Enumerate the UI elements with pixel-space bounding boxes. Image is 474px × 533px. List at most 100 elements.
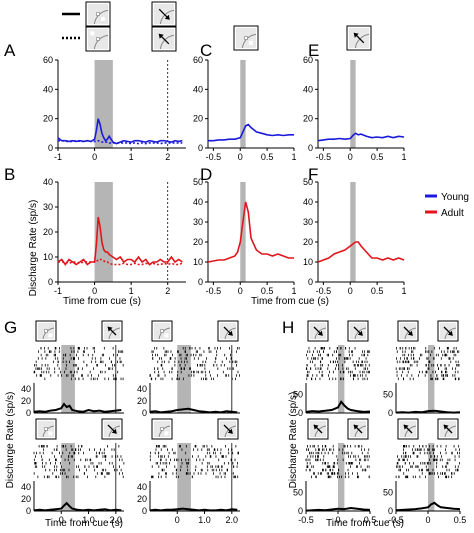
- fixation-point: [96, 12, 100, 16]
- y-axis-label-top: Discharge Rate (sp/s): [28, 200, 39, 297]
- y-tick-label: 20: [193, 114, 203, 124]
- panel-h-subplot-3: 050-0.5 0 0.5: [293, 443, 376, 525]
- x-tick-label: -0.5: [298, 515, 314, 525]
- panel-label-c: C: [200, 41, 212, 60]
- x-tick-label: 0: [92, 286, 97, 296]
- spike-density-line: [149, 407, 238, 414]
- y-tick-label: 20: [137, 396, 147, 406]
- panel-label-f: F: [308, 165, 318, 184]
- y-tick-label: 50: [293, 389, 303, 399]
- y-tick-label: 0: [48, 277, 53, 287]
- panel-h-subplot-4: 050-0.5 0 0.5: [383, 443, 466, 525]
- panel-label-h: H: [282, 318, 294, 337]
- spike-density-line: [395, 501, 461, 512]
- y-tick-label: 40: [137, 482, 147, 492]
- panel-label-g: G: [4, 318, 17, 337]
- x-tick-label: 0.5: [364, 515, 377, 525]
- y-tick-label: 60: [303, 55, 313, 65]
- cue-square: [48, 333, 53, 338]
- y-tick-label: 0: [142, 408, 147, 418]
- condition-saccade-icon: [217, 320, 239, 342]
- y-tick-label: 0: [198, 143, 203, 153]
- cue-square: [248, 40, 253, 45]
- cue-square: [90, 31, 95, 36]
- series-line-solid: [317, 241, 405, 263]
- cue-period-shading: [61, 345, 75, 413]
- y-tick-label: 0: [26, 506, 31, 516]
- y-tick-label: 40: [137, 384, 147, 394]
- series-line-solid: [57, 118, 183, 145]
- cue-condition-icon: [233, 25, 259, 51]
- x-tick-label: 1: [401, 152, 406, 162]
- y-tick-label: 0: [26, 408, 31, 418]
- saccade-arrow-head: [447, 330, 453, 336]
- fixation-point: [244, 36, 248, 40]
- x-tick-label: 2: [165, 152, 170, 162]
- x-tick-label: 1: [401, 286, 406, 296]
- condition-saccade-icon: [101, 320, 123, 342]
- panel-label-a: A: [4, 41, 16, 60]
- x-axis-label-h: Time from cue (s): [326, 518, 404, 529]
- x-tick-label: -0.5: [316, 152, 332, 162]
- cue-inside-receptive-field-icon: [85, 1, 111, 27]
- saccade-arrow-head: [107, 326, 113, 332]
- y-tick-label: 40: [303, 84, 313, 94]
- saccade-arrow-head: [403, 424, 409, 430]
- saccade-arrow-head: [111, 428, 117, 434]
- saccade-arrow-head: [158, 33, 164, 39]
- y-tick-label: 20: [21, 396, 31, 406]
- condition-cue-icon: [397, 418, 419, 440]
- saccade-toward-icon: [151, 1, 177, 27]
- x-tick-label: 1: [291, 152, 296, 162]
- panel-g-subplot-3: 0 20 40 0 1.0 2.0: [21, 443, 125, 525]
- series-line-solid: [207, 201, 294, 263]
- y-axis-label-h: Discharge Rate (sp/s): [288, 392, 299, 489]
- x-tick-label: -0.5: [206, 286, 222, 296]
- cue-period-shading: [350, 182, 356, 282]
- condition-cue-icon: [307, 418, 329, 440]
- condition-saccade-icon: [217, 418, 239, 440]
- saccade-arrow-head: [313, 424, 319, 430]
- y-tick-label: 40: [193, 84, 203, 94]
- y-tick-label: 30: [303, 217, 313, 227]
- x-tick-label: 2.0: [110, 515, 123, 525]
- fixation-point: [160, 329, 164, 333]
- y-tick-label: 50: [383, 487, 393, 497]
- condition-saccade-icon: [101, 418, 123, 440]
- x-tick-label: 0: [348, 152, 353, 162]
- fixation-point: [160, 427, 164, 431]
- condition-saccade-icon: [437, 320, 459, 342]
- panel-label-d: D: [200, 165, 212, 184]
- y-tick-label: 0: [298, 506, 303, 516]
- cue-period-shading: [177, 345, 191, 413]
- x-axis-label-g: Time from cue (s): [45, 518, 123, 529]
- cue-period-shading: [240, 182, 246, 282]
- saccade-arrow-head: [164, 14, 170, 20]
- x-tick-label: -1: [54, 152, 62, 162]
- y-tick-label: 60: [43, 55, 53, 65]
- series-line-solid: [317, 132, 405, 142]
- x-tick-label: 1: [129, 286, 134, 296]
- fixation-point: [44, 329, 48, 333]
- spike-density-line: [33, 501, 122, 512]
- y-tick-label: 40: [43, 177, 53, 187]
- cue-square: [100, 16, 105, 21]
- y-tick-label: 20: [193, 237, 203, 247]
- cue-period-shading: [428, 443, 435, 511]
- x-tick-label: 0.5: [261, 152, 274, 162]
- spike-density-line: [33, 402, 122, 413]
- y-tick-label: 50: [193, 177, 203, 187]
- y-tick-label: 10: [193, 257, 203, 267]
- panel-g-subplot-1: 0 20 40: [21, 345, 124, 418]
- condition-cue-icon: [307, 320, 329, 342]
- saccade-condition-icon: [346, 25, 372, 51]
- x-tick-label: 0.5: [371, 286, 384, 296]
- spike-density-line: [305, 506, 371, 512]
- cue-period-shading: [94, 182, 113, 282]
- y-axis-label-g: Discharge Rate (sp/s): [5, 392, 16, 489]
- cue-square: [48, 431, 53, 436]
